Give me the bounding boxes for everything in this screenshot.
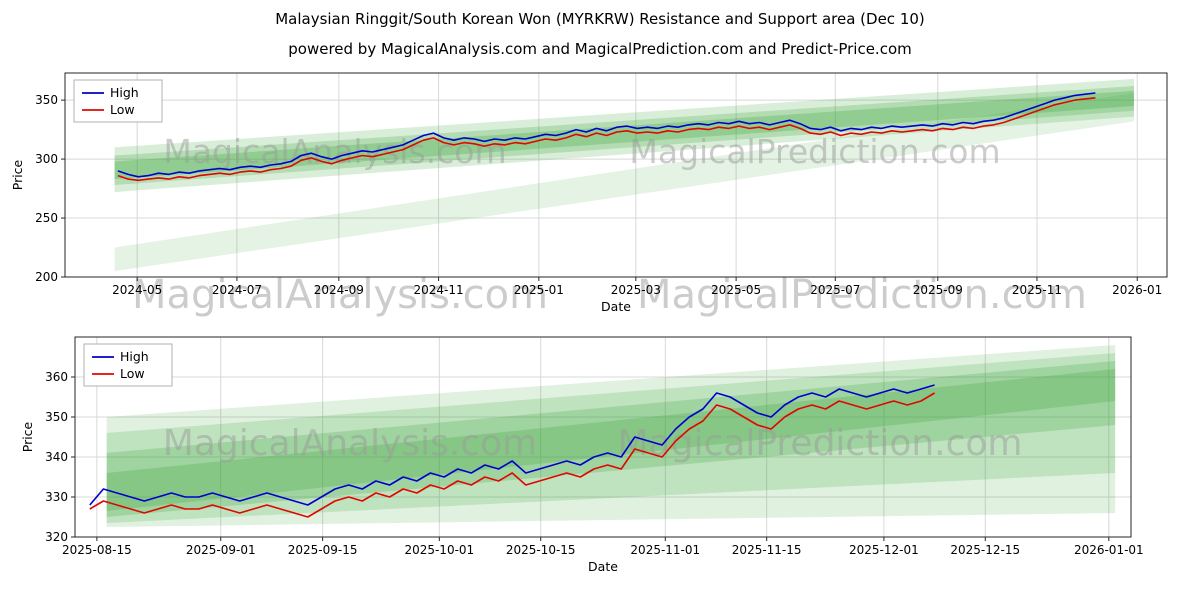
high-line: [89, 384, 935, 506]
plot-border: [64, 72, 1168, 278]
legend-high-label: High: [120, 349, 149, 364]
y-tick-label: 350: [45, 410, 68, 424]
x-tick-label: 2025-03: [611, 283, 661, 297]
low-line: [117, 97, 1096, 182]
x-tick-label: 2026-01-01: [1074, 543, 1144, 557]
plot-border: [74, 336, 1132, 538]
low-line: [89, 392, 936, 518]
y-tick-label: 320: [45, 530, 68, 544]
x-tick-label: 2025-05: [711, 283, 761, 297]
x-tick-label: 2025-11-01: [630, 543, 700, 557]
watermark-text: MagicalPrediction.com: [629, 132, 1000, 171]
legend-box: [73, 79, 163, 123]
y-tick-label: 360: [45, 370, 68, 384]
x-axis-label: Date: [601, 299, 631, 314]
y-tick-label: 300: [35, 152, 58, 166]
x-tick-label: 2025-01: [514, 283, 564, 297]
y-axis-label: Price: [10, 159, 25, 190]
legend-box: [83, 343, 173, 387]
x-axis-label: Date: [588, 559, 618, 574]
x-tick-label: 2025-07: [810, 283, 860, 297]
x-tick-label: 2025-08-15: [62, 543, 132, 557]
watermark-text: MagicalAnalysis.com: [163, 423, 537, 464]
support-resistance-band: [114, 93, 1134, 272]
support-resistance-band: [106, 345, 1116, 527]
watermark-text: MagicalPrediction.com: [637, 272, 1087, 318]
x-tick-label: 2025-09-01: [186, 543, 256, 557]
x-tick-label: 2024-09: [314, 283, 364, 297]
x-tick-label: 2026-01: [1112, 283, 1162, 297]
y-tick-label: 350: [35, 93, 58, 107]
x-tick-label: 2025-09: [913, 283, 963, 297]
x-tick-label: 2024-11: [414, 283, 464, 297]
y-axis-label: Price: [20, 421, 35, 452]
watermark-text: MagicalAnalysis.com: [163, 132, 506, 171]
y-tick-label: 200: [35, 270, 58, 284]
high-line: [117, 92, 1096, 178]
x-tick-label: 2025-12-15: [950, 543, 1020, 557]
y-tick-label: 330: [45, 490, 68, 504]
x-tick-label: 2024-05: [112, 283, 162, 297]
x-tick-label: 2025-10-15: [506, 543, 576, 557]
x-tick-label: 2025-12-01: [849, 543, 919, 557]
x-tick-label: 2025-10-01: [404, 543, 474, 557]
chart-subtitle: powered by MagicalAnalysis.com and Magic…: [288, 40, 912, 58]
support-resistance-band: [106, 361, 1116, 517]
support-resistance-band: [114, 78, 1134, 193]
watermark-text: MagicalAnalysis.com: [132, 272, 548, 318]
chart-title: Malaysian Ringgit/South Korean Won (MYRK…: [275, 10, 925, 28]
support-resistance-band: [114, 85, 1134, 186]
legend-low-label: Low: [110, 102, 135, 117]
x-tick-label: 2025-09-15: [288, 543, 358, 557]
x-tick-label: 2025-11-15: [732, 543, 802, 557]
x-tick-label: 2024-07: [212, 283, 262, 297]
watermark-text: MagicalPrediction.com: [618, 423, 1023, 464]
support-resistance-band: [106, 369, 1116, 511]
y-tick-label: 250: [35, 211, 58, 225]
legend-high-label: High: [110, 85, 139, 100]
legend-low-label: Low: [120, 366, 145, 381]
x-tick-label: 2025-11: [1012, 283, 1062, 297]
y-tick-label: 340: [45, 450, 68, 464]
